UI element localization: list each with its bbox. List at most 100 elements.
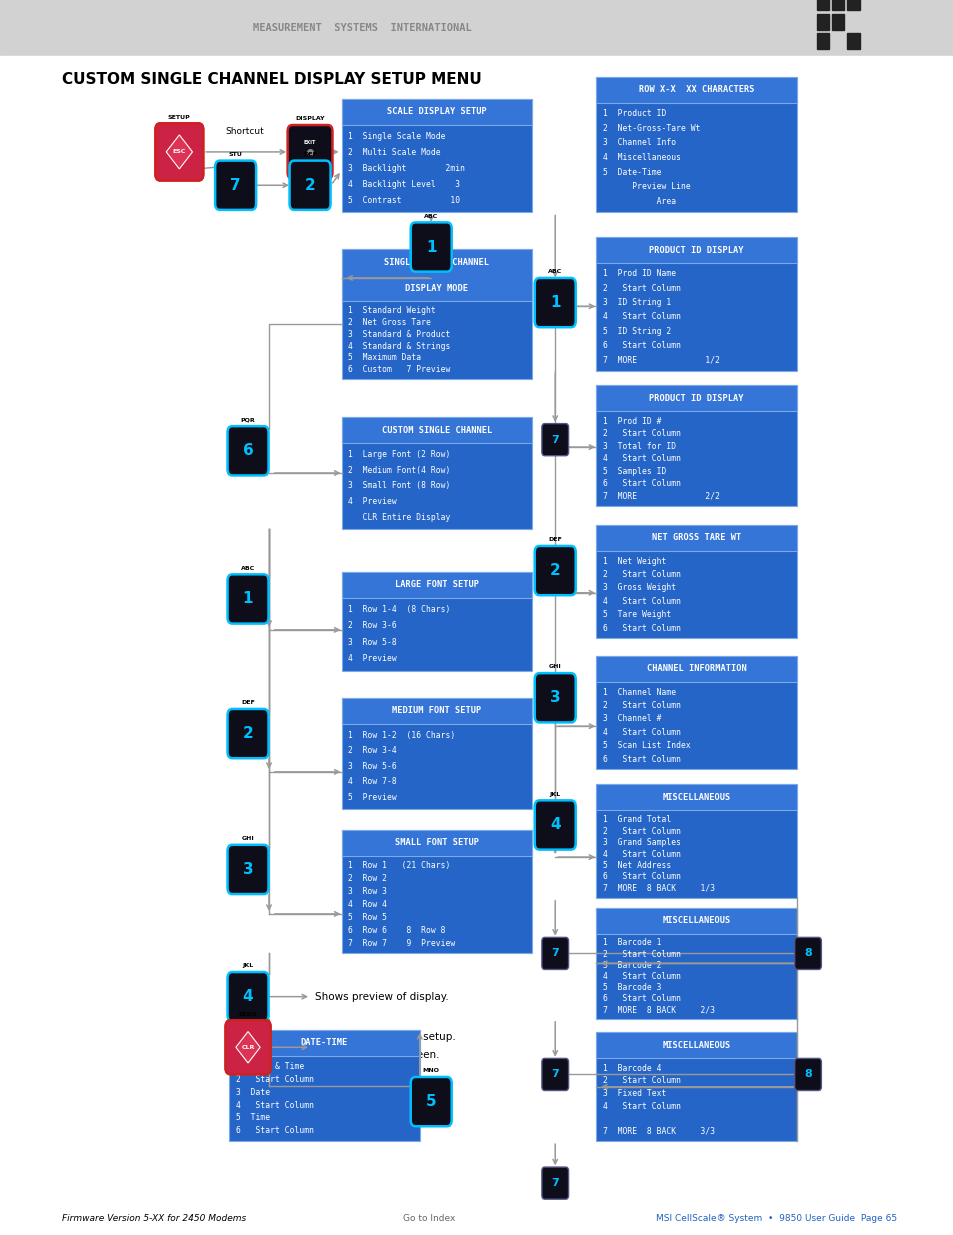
Text: 1  Date & Time: 1 Date & Time [235,1062,304,1071]
Text: 4: 4 [242,989,253,1004]
FancyBboxPatch shape [227,574,268,624]
Text: 1: 1 [242,592,253,606]
Bar [596,908,796,934]
Text: Shows preview of display.: Shows preview of display. [314,992,448,1002]
Bar [596,784,796,898]
Text: 6: 6 [242,443,253,458]
Text: 2   Start Column: 2 Start Column [602,950,680,958]
Text: 4   Start Column: 4 Start Column [602,454,680,463]
Bar [596,1032,796,1058]
Text: 6   Start Column: 6 Start Column [602,994,680,1003]
Text: 3  Grand Samples: 3 Grand Samples [602,839,680,847]
Text: 3: 3 [549,690,560,705]
Text: 8: 8 [803,948,811,958]
Text: 1  Row 1-2  (16 Chars): 1 Row 1-2 (16 Chars) [348,731,455,740]
Text: Firmware Version 5-XX for 2450 Modems: Firmware Version 5-XX for 2450 Modems [62,1214,246,1224]
Text: 4   Start Column: 4 Start Column [602,727,680,737]
Text: SINGLE SCALE CHANNEL: SINGLE SCALE CHANNEL [384,258,489,267]
Bar [596,77,796,212]
Text: ESC: ESC [172,149,186,154]
Text: 4   Start Column: 4 Start Column [602,850,680,858]
Text: ABC: ABC [241,566,254,571]
Bar [596,908,796,1019]
Text: 1  Row 1   (21 Chars): 1 Row 1 (21 Chars) [348,862,450,871]
Text: ABC: ABC [548,269,561,274]
Text: 3  Fixed Text: 3 Fixed Text [602,1089,665,1098]
Bar [596,525,796,551]
FancyBboxPatch shape [794,1058,821,1091]
Polygon shape [235,1031,260,1063]
Text: 5  Maximum Data: 5 Maximum Data [348,353,421,362]
Text: 6   Start Column: 6 Start Column [602,341,680,350]
Text: 3  Row 5-6: 3 Row 5-6 [348,762,396,771]
Text: 1  Channel Name: 1 Channel Name [602,688,676,697]
Text: MISCELLANEOUS: MISCELLANEOUS [661,916,730,925]
Bar [341,572,532,671]
Text: SCALE DISPLAY SETUP: SCALE DISPLAY SETUP [387,107,486,116]
FancyBboxPatch shape [227,709,268,758]
Bar [816,14,828,30]
FancyBboxPatch shape [155,124,203,180]
FancyBboxPatch shape [227,426,268,475]
Text: ROW X-X  XX CHARACTERS: ROW X-X XX CHARACTERS [638,85,754,94]
Text: 4  Standard & Strings: 4 Standard & Strings [348,342,450,351]
Bar [0,56,953,58]
Text: 2   Start Column: 2 Start Column [602,826,680,836]
Text: EXIT: EXIT [304,141,315,146]
Text: 5  Barcode 3: 5 Barcode 3 [602,983,660,992]
Polygon shape [166,135,193,169]
Text: 3  Date: 3 Date [235,1088,270,1097]
Text: 6   Start Column: 6 Start Column [602,624,680,632]
Text: CLR: CLR [241,1045,254,1050]
Bar [596,237,796,263]
Text: 5  Scan List Index: 5 Scan List Index [602,741,690,750]
FancyBboxPatch shape [541,424,568,456]
Text: 4: 4 [549,818,560,832]
Text: PRODUCT ID DISPLAY: PRODUCT ID DISPLAY [648,246,743,254]
Text: 4  Preview: 4 Preview [348,655,396,663]
Bar [846,33,859,49]
Text: 2   Start Column: 2 Start Column [602,701,680,710]
Bar [341,99,532,125]
Text: CLR Entire Display: CLR Entire Display [348,513,450,521]
Text: MSI CellScale® System  •  9850 User Guide  Page 65: MSI CellScale® System • 9850 User Guide … [655,1214,896,1224]
Text: 5  Contrast          10: 5 Contrast 10 [348,196,460,205]
Text: 5  Net Address: 5 Net Address [602,861,671,869]
FancyBboxPatch shape [534,800,575,850]
Text: 2  Row 2: 2 Row 2 [348,874,387,883]
Text: CUSTOM SINGLE CHANNEL DISPLAY SETUP MENU: CUSTOM SINGLE CHANNEL DISPLAY SETUP MENU [62,72,481,86]
Text: DATE-TIME: DATE-TIME [300,1039,348,1047]
Text: Shortcut: Shortcut [225,127,264,136]
FancyBboxPatch shape [227,972,268,1021]
Text: 7: 7 [230,178,241,193]
Text: DEF: DEF [303,152,316,157]
Text: CHANNEL INFORMATION: CHANNEL INFORMATION [646,664,745,673]
Bar [596,77,796,103]
FancyBboxPatch shape [534,673,575,722]
Text: 6  Custom   7 Preview: 6 Custom 7 Preview [348,366,450,374]
Bar [596,385,796,411]
Text: 1: 1 [425,240,436,254]
Text: 7  Row 7    9  Preview: 7 Row 7 9 Preview [348,939,455,947]
Text: 1  Row 1-4  (8 Chars): 1 Row 1-4 (8 Chars) [348,605,450,614]
Bar [341,249,532,379]
Bar [596,784,796,810]
Text: 5  Time: 5 Time [235,1114,270,1123]
Bar [831,14,843,30]
Bar [596,656,796,682]
Text: 4   Start Column: 4 Start Column [602,972,680,981]
Text: GHI: GHI [241,836,254,841]
Text: NET GROSS TARE WT: NET GROSS TARE WT [651,534,740,542]
Text: 6   Start Column: 6 Start Column [602,872,680,882]
Text: Preview Line: Preview Line [602,183,690,191]
Bar [229,1030,419,1141]
FancyBboxPatch shape [541,1058,568,1091]
Bar [846,0,859,10]
Text: 3  Barcode 2: 3 Barcode 2 [602,961,660,969]
Text: 4   Start Column: 4 Start Column [602,597,680,606]
FancyBboxPatch shape [534,278,575,327]
Text: 3  Small Font (8 Row): 3 Small Font (8 Row) [348,482,450,490]
FancyBboxPatch shape [794,937,821,969]
Text: 5  Preview: 5 Preview [348,793,396,802]
Text: Start with blank screen.: Start with blank screen. [314,1050,439,1060]
